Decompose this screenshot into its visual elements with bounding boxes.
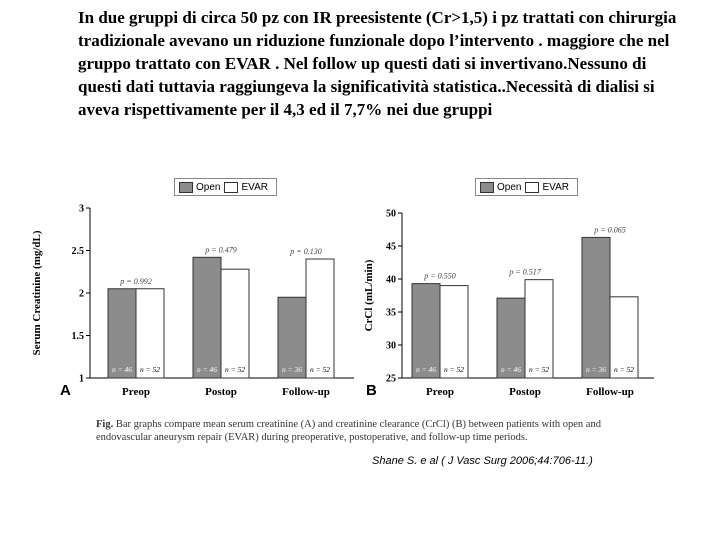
y-tick-label: 1 [79, 374, 84, 385]
y-tick-label: 30 [386, 341, 396, 352]
y-tick-label: 2.5 [72, 246, 85, 257]
bar-open [192, 256, 222, 379]
n-label: n = 52 [225, 365, 245, 374]
y-tick-label: 35 [386, 308, 396, 319]
legend-swatch-evar [224, 181, 239, 193]
n-label: n = 52 [310, 365, 330, 374]
legend-swatch-open [179, 181, 193, 193]
panel-label-a: A [60, 382, 71, 399]
x-tick-label: Postop [205, 386, 237, 398]
x-tick-label: Preop [426, 386, 454, 398]
bar-evar [135, 288, 165, 379]
y-axis-title: CrCl (mL/min) [363, 259, 375, 331]
p-value-label: p = 0.130 [289, 247, 321, 256]
n-label: n = 52 [444, 365, 464, 374]
bar-evar [524, 279, 554, 379]
bar-open [581, 236, 611, 379]
caption-fig-label: Fig. [96, 419, 114, 430]
n-label: n = 46 [501, 365, 521, 374]
bar-evar [220, 268, 250, 379]
bar-open [411, 283, 441, 379]
y-axis-title: Serum Creatinine (mg/dL) [31, 230, 43, 355]
p-value-label: p = 0.992 [119, 277, 151, 286]
y-tick-label: 45 [386, 242, 396, 253]
y-tick-label: 50 [386, 209, 396, 220]
bar-evar [609, 296, 639, 379]
n-label: n = 46 [197, 365, 217, 374]
citation: Shane S. e al ( J Vasc Surg 2006;44:706-… [372, 455, 593, 467]
x-tick-label: Preop [122, 386, 150, 398]
n-label: n = 36 [282, 365, 302, 374]
caption-text: Bar graphs compare mean serum creatinine… [96, 419, 601, 443]
y-tick-label: 2 [79, 289, 84, 300]
intro-paragraph: In due gruppi di circa 50 pz con IR pree… [78, 8, 677, 119]
p-value-label: p = 0.517 [508, 268, 541, 277]
legend-swatch-open [480, 181, 494, 193]
n-label: n = 52 [140, 365, 160, 374]
n-label: n = 52 [614, 365, 634, 374]
x-tick-label: Follow-up [586, 386, 634, 398]
p-value-label: p = 0.479 [204, 245, 236, 254]
n-label: n = 52 [529, 365, 549, 374]
y-tick-label: 25 [386, 374, 396, 385]
n-label: n = 46 [416, 365, 436, 374]
n-label: n = 36 [586, 365, 606, 374]
bar-evar [305, 258, 335, 379]
bar-open [277, 296, 307, 379]
p-value-label: p = 0.065 [593, 225, 625, 234]
legend-label-evar: EVAR [241, 181, 268, 193]
legend-a: Open EVAR [174, 178, 277, 196]
bar-evar [439, 285, 469, 379]
p-value-label: p = 0.550 [423, 272, 455, 281]
legend-swatch-evar [525, 181, 540, 193]
legend-b: Open EVAR [475, 178, 578, 196]
figure-caption: Fig. Bar graphs compare mean serum creat… [96, 418, 636, 444]
y-tick-label: 1.5 [72, 331, 85, 342]
n-label: n = 46 [112, 365, 132, 374]
x-tick-label: Postop [509, 386, 541, 398]
legend-label-evar: EVAR [542, 181, 569, 193]
bar-open [107, 288, 137, 379]
y-tick-label: 40 [386, 275, 396, 286]
legend-label-open: Open [497, 181, 522, 193]
panel-label-b: B [366, 382, 377, 399]
x-tick-label: Follow-up [282, 386, 330, 398]
legend-label-open: Open [196, 181, 221, 193]
y-tick-label: 3 [79, 204, 84, 215]
